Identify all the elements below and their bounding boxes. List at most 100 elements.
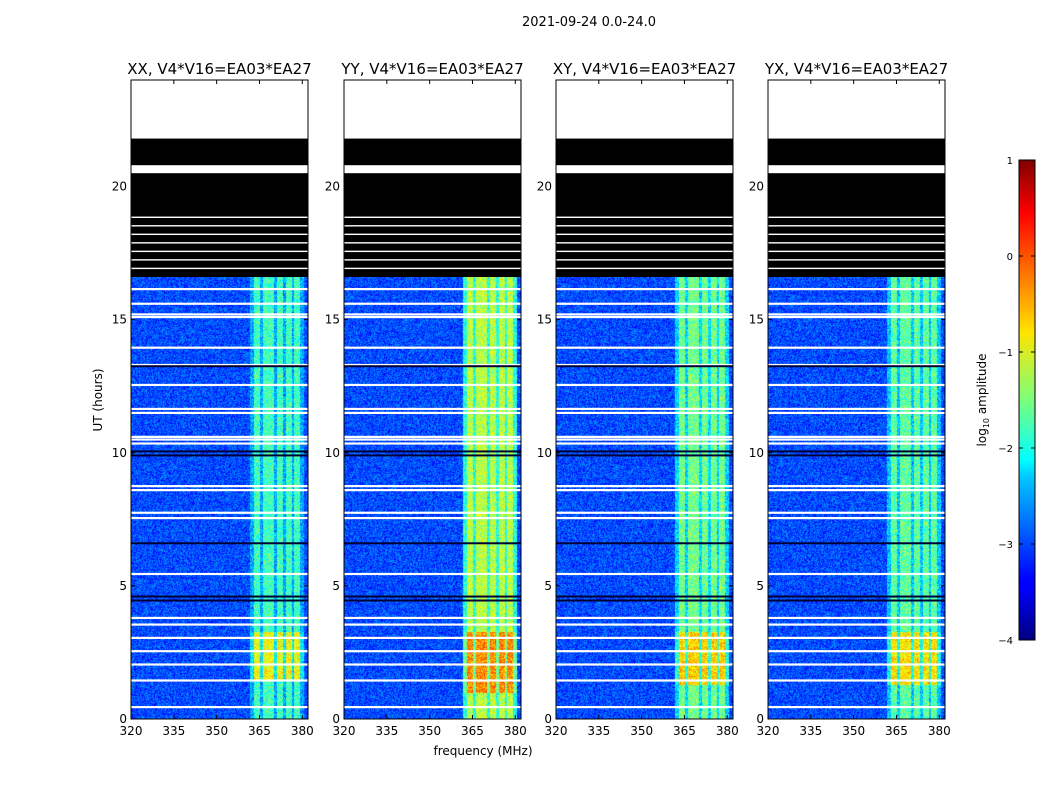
flag-line	[344, 346, 521, 349]
colorbar-ticks: 1 0 −1 −2 −3 −4	[998, 156, 1035, 647]
flag-line	[131, 442, 308, 445]
flag-gap-line	[556, 267, 733, 270]
flag-line	[131, 383, 308, 387]
flag-line	[768, 442, 945, 445]
x-tick-label: 335	[162, 724, 185, 738]
flag-line	[131, 363, 308, 367]
flag-line	[131, 435, 308, 438]
x-tick-label: 320	[545, 724, 568, 738]
x-tick-label: 335	[799, 724, 822, 738]
flag-line	[131, 407, 308, 411]
y-tick-label: 5	[332, 579, 340, 593]
dark-line	[768, 595, 945, 598]
flag-line	[768, 663, 945, 666]
y-tick-label: 0	[332, 712, 340, 726]
x-tick-label: 380	[504, 724, 527, 738]
dark-line	[556, 365, 733, 368]
flag-line	[131, 650, 308, 653]
flag-line	[768, 438, 945, 441]
dark-line	[768, 599, 945, 602]
dark-line	[344, 595, 521, 598]
spectrogram-data	[556, 277, 733, 720]
y-tick-label: 15	[537, 313, 552, 327]
panel-title: XY, V4*V16=EA03*EA27	[553, 60, 736, 78]
x-tick-label: 380	[716, 724, 739, 738]
dark-line	[344, 542, 521, 545]
panel-frame	[767, 79, 946, 720]
flag-gap-line	[344, 216, 521, 218]
dark-line	[131, 595, 308, 598]
panel-title: YY, V4*V16=EA03*EA27	[340, 60, 523, 78]
spectrogram-data	[768, 277, 945, 720]
flag-line	[131, 706, 308, 709]
flag-line	[344, 679, 521, 682]
dark-line	[131, 599, 308, 602]
flag-line	[344, 407, 521, 411]
dark-line	[556, 542, 733, 545]
dark-line	[556, 599, 733, 602]
panels-group: XX, V4*V16=EA03*EA27 320 335 350 365 380 0 5 10 1…	[112, 60, 951, 738]
panel-3: YX, V4*V16=EA03*EA27 320 335 350 365 380 0 5 10 1…	[749, 60, 951, 738]
flag-line	[344, 438, 521, 441]
x-tick-label: 365	[673, 724, 696, 738]
colorbar-tick-label: −3	[998, 540, 1013, 551]
x-tick-label: 350	[418, 724, 441, 738]
flag-gap-line	[556, 233, 733, 236]
flag-line	[556, 485, 733, 488]
flag-line	[768, 489, 945, 492]
flag-line	[344, 636, 521, 639]
flag-line	[131, 572, 308, 576]
flag-gap-line	[131, 225, 308, 227]
y-tick-label: 5	[119, 579, 127, 593]
x-tick-label: 350	[205, 724, 228, 738]
y-tick-label: 20	[325, 180, 340, 194]
flag-line	[768, 411, 945, 415]
flag-line	[131, 679, 308, 682]
flag-gap-line	[768, 242, 945, 244]
dark-line	[556, 450, 733, 453]
no-data-region	[344, 80, 521, 139]
flag-line	[556, 663, 733, 666]
y-tick-label: 15	[112, 313, 127, 327]
flag-line	[556, 489, 733, 492]
dark-line	[131, 454, 308, 457]
colorbar: 10−1−2−3−4 log10 amplitude	[975, 156, 1036, 647]
no-data-region	[131, 80, 308, 139]
flag-line	[556, 438, 733, 441]
flag-line	[768, 407, 945, 411]
dark-line	[131, 450, 308, 453]
flag-line	[344, 663, 521, 666]
flag-line	[344, 650, 521, 653]
flag-gap-line	[344, 233, 521, 236]
y-tick-label: 5	[756, 579, 764, 593]
dark-line	[131, 542, 308, 545]
dark-line	[344, 454, 521, 457]
flag-line	[556, 383, 733, 387]
panel-title: YX, V4*V16=EA03*EA27	[764, 60, 948, 78]
no-data-region	[344, 165, 521, 174]
flag-line	[131, 485, 308, 488]
flag-gap-line	[768, 225, 945, 227]
y-tick-label: 20	[749, 180, 764, 194]
colorbar-label-base: log	[975, 428, 989, 446]
flag-gap-line	[131, 242, 308, 244]
flag-line	[131, 411, 308, 415]
flag-line	[344, 616, 521, 620]
flag-line	[768, 650, 945, 653]
panel-title: XX, V4*V16=EA03*EA27	[127, 60, 311, 78]
flag-line	[556, 516, 733, 520]
flag-gap-line	[556, 259, 733, 261]
colorbar-tick-label: 0	[1007, 252, 1013, 263]
colorbar-tick-label: −4	[998, 636, 1013, 647]
flag-line	[131, 489, 308, 492]
dark-line	[344, 599, 521, 602]
flag-line	[344, 363, 521, 367]
panel-0: XX, V4*V16=EA03*EA27 320 335 350 365 380 0 5 10 1…	[112, 60, 314, 738]
x-tick-label: 335	[587, 724, 610, 738]
colorbar-label-sub: 10	[982, 418, 991, 428]
flag-line	[556, 302, 733, 305]
flag-line	[768, 511, 945, 514]
flag-line	[344, 302, 521, 305]
flag-line	[344, 315, 521, 319]
